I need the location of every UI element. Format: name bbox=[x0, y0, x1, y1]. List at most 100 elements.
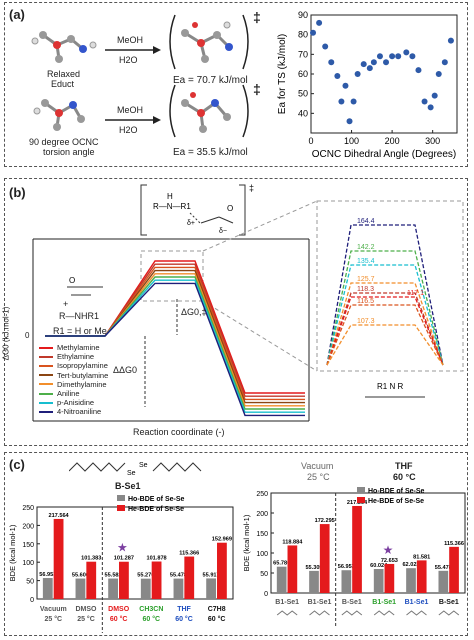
legend-entry: Isopropylamine bbox=[39, 361, 135, 370]
scatter-point bbox=[409, 53, 416, 60]
bde-bar bbox=[373, 568, 384, 593]
structure-sketch bbox=[309, 610, 330, 616]
y-tick-label: 250 bbox=[22, 505, 34, 512]
scatter-point bbox=[435, 71, 442, 77]
y-tick-label: 200 bbox=[256, 511, 268, 518]
svg-text:O: O bbox=[69, 276, 75, 285]
relaxed-label-1: Relaxed bbox=[47, 69, 81, 79]
bar-plot-frame bbox=[270, 492, 466, 594]
bde-bar bbox=[287, 545, 298, 593]
scatter-point bbox=[395, 53, 402, 60]
legend-label: Dimethylamine bbox=[57, 379, 107, 389]
x-tick-label: 0 bbox=[308, 136, 313, 146]
bde-data-label: 55.305 bbox=[305, 565, 322, 571]
scatter-point bbox=[322, 43, 329, 50]
relaxed-educt-molecule bbox=[31, 31, 97, 63]
scatter-point bbox=[354, 71, 361, 77]
y-tick-label: 0 bbox=[30, 597, 34, 604]
legend-swatch bbox=[39, 392, 53, 395]
bde-bar bbox=[384, 563, 395, 593]
condition-solvent-label: Vacuum bbox=[40, 606, 67, 613]
legend-entry: Methylamine bbox=[39, 343, 135, 352]
panel-a-label: (a) bbox=[9, 7, 25, 22]
bar-plot-frame bbox=[36, 506, 234, 600]
scatter-point bbox=[360, 61, 367, 68]
zoom-energy-line bbox=[326, 296, 444, 366]
structure-sketch bbox=[276, 610, 298, 616]
bde-data-label: 115.366 bbox=[444, 541, 464, 547]
svg-text:O: O bbox=[227, 204, 233, 213]
bde-data-label: 172.295 bbox=[315, 518, 335, 524]
svg-text:H: H bbox=[167, 192, 173, 201]
scatter-point bbox=[310, 29, 317, 36]
y-tick-label: 60 bbox=[298, 69, 308, 79]
scatter-xlabel: OCNC Dihedral Angle (Degrees) bbox=[312, 149, 457, 160]
legend-swatch bbox=[39, 364, 53, 367]
bde-bar bbox=[42, 578, 53, 599]
legend-ho-swatch bbox=[117, 495, 125, 501]
energy-profile-line bbox=[45, 282, 305, 417]
legend-label: Isopropylamine bbox=[57, 361, 108, 371]
condition-solvent-label: DMSO bbox=[76, 606, 98, 613]
torsion-label-2: torsion angle bbox=[43, 147, 95, 157]
legend-entry: Ethylamine bbox=[39, 352, 135, 361]
ts-dagger-top: ‡ bbox=[253, 9, 261, 25]
scatter-point bbox=[415, 67, 422, 74]
scatter-point bbox=[431, 92, 438, 99]
bse-molecule-sketch: Se Se bbox=[69, 462, 202, 477]
zoom-energy-line bbox=[326, 250, 444, 366]
bde-data-label: 118.884 bbox=[282, 539, 303, 545]
scatter-point bbox=[370, 59, 377, 66]
condition-temp-label: 60 °C bbox=[110, 615, 128, 623]
reagent-plus: + bbox=[63, 299, 69, 309]
legend-entry: p-Anisidine bbox=[39, 398, 135, 407]
bde-data-label: 217.564 bbox=[48, 513, 69, 519]
ea-top: Ea = 70.7 kJ/mol bbox=[173, 75, 248, 86]
zoom-energy-value: 117.1 bbox=[407, 290, 424, 297]
energy-ylabel: ΔG0 (kJ.mol-1) bbox=[1, 306, 11, 361]
solvent-top-2: H2O bbox=[119, 55, 138, 65]
svg-text:‡: ‡ bbox=[249, 183, 254, 193]
right-head-right-2: 60 °C bbox=[393, 472, 416, 482]
zoom-energy-value: 142.2 bbox=[357, 244, 375, 251]
legend-swatch bbox=[39, 401, 53, 404]
bde-data-label: 62.023 bbox=[402, 562, 419, 568]
legend-he-swatch bbox=[357, 497, 365, 503]
legend-ho-label: Ho-BDE of Se-Se bbox=[368, 488, 425, 495]
y-tick-label: 200 bbox=[22, 523, 34, 530]
legend-swatch bbox=[39, 383, 53, 386]
bde-data-label: 56.953 bbox=[338, 564, 355, 570]
scatter-point bbox=[342, 82, 349, 89]
y-tick-label: 40 bbox=[298, 108, 308, 118]
zoom-energy-line bbox=[326, 264, 444, 366]
condition-solvent-label: C7H8 bbox=[208, 606, 226, 613]
bde-data-label: 55.478 bbox=[170, 573, 187, 579]
bde-data-label: 60.024 bbox=[370, 563, 388, 569]
legend-label: Ethylamine bbox=[57, 352, 95, 362]
legend-entry: Dimethylamine bbox=[39, 380, 135, 389]
energy-profile-diagram: ‡ R—N—R1 H δ+ O δ− O 164.4 142.2 135.4 125.… bbox=[32, 183, 464, 422]
legend-ho-swatch bbox=[357, 487, 365, 493]
ts-structure-box: ‡ R—N—R1 H δ+ O δ− bbox=[140, 183, 254, 236]
bse-molecule-label: B-Se1 bbox=[115, 481, 141, 491]
panel-a: (a) bbox=[4, 2, 468, 167]
legend-swatch bbox=[39, 346, 53, 349]
highlight-star: ★ bbox=[117, 541, 128, 555]
condition-temp-label: 25 °C bbox=[45, 615, 63, 623]
y-tick-label: 150 bbox=[256, 531, 268, 538]
bde-data-label: 81.581 bbox=[413, 554, 430, 560]
bde-data-label: 65.780 bbox=[273, 561, 290, 567]
bde-bar bbox=[206, 578, 217, 599]
scatter-point bbox=[350, 98, 357, 105]
bde-data-label: 55.478 bbox=[435, 565, 452, 571]
bde-data-label: 56.953 bbox=[39, 572, 56, 578]
svg-text:R—N—R1: R—N—R1 bbox=[153, 202, 191, 211]
panel-b: (b) ‡ R—N—R1 H δ+ O δ− O 164.4 14 bbox=[1, 178, 468, 446]
energy-xlabel: Reaction coordinate (-) bbox=[133, 427, 225, 437]
bde-bar bbox=[276, 566, 287, 593]
zoom-energy-line bbox=[326, 304, 444, 366]
y-tick-label: 0 bbox=[264, 591, 268, 598]
zoom-energy-value: 125.7 bbox=[357, 276, 375, 283]
structure-xlabel: B1-Se1 bbox=[275, 599, 299, 606]
bde-bar bbox=[140, 578, 151, 599]
